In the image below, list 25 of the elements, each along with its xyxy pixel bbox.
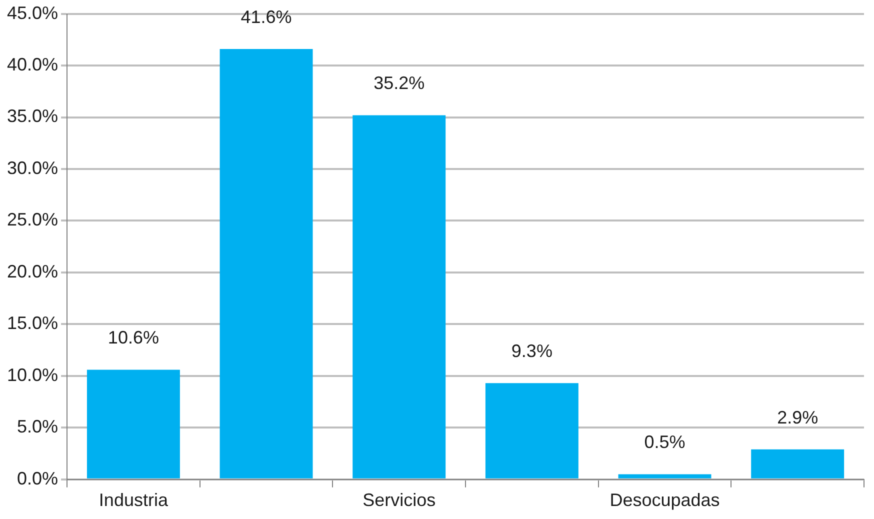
- x-tick-label: Industria: [98, 490, 169, 510]
- data-label: 10.6%: [108, 328, 159, 348]
- y-tick-label: 30.0%: [6, 158, 58, 178]
- y-tick-label: 5.0%: [17, 416, 58, 437]
- bar: [485, 383, 578, 478]
- y-tick-label: 45.0%: [6, 2, 58, 23]
- y-tick-label: 20.0%: [6, 261, 58, 282]
- data-label: 35.2%: [374, 73, 425, 94]
- data-label: 0.5%: [644, 432, 686, 452]
- data-label: 2.9%: [777, 407, 818, 428]
- bar: [86, 370, 180, 478]
- y-tick-label: 10.0%: [6, 364, 58, 385]
- x-tick-label: Servicios: [362, 490, 436, 510]
- bar: [220, 48, 313, 478]
- y-tick-label: 15.0%: [6, 313, 58, 334]
- y-tick-label: 0.0%: [17, 468, 58, 488]
- y-tick-label: 35.0%: [6, 106, 58, 126]
- bar: [618, 474, 712, 478]
- y-tick-label: 25.0%: [6, 210, 58, 230]
- x-tick-label: Desocupadas: [610, 490, 720, 510]
- bar: [751, 449, 844, 478]
- data-label: 41.6%: [240, 6, 292, 27]
- bar: [352, 115, 446, 478]
- y-tick-label: 40.0%: [6, 54, 58, 74]
- data-label: 9.3%: [511, 341, 552, 362]
